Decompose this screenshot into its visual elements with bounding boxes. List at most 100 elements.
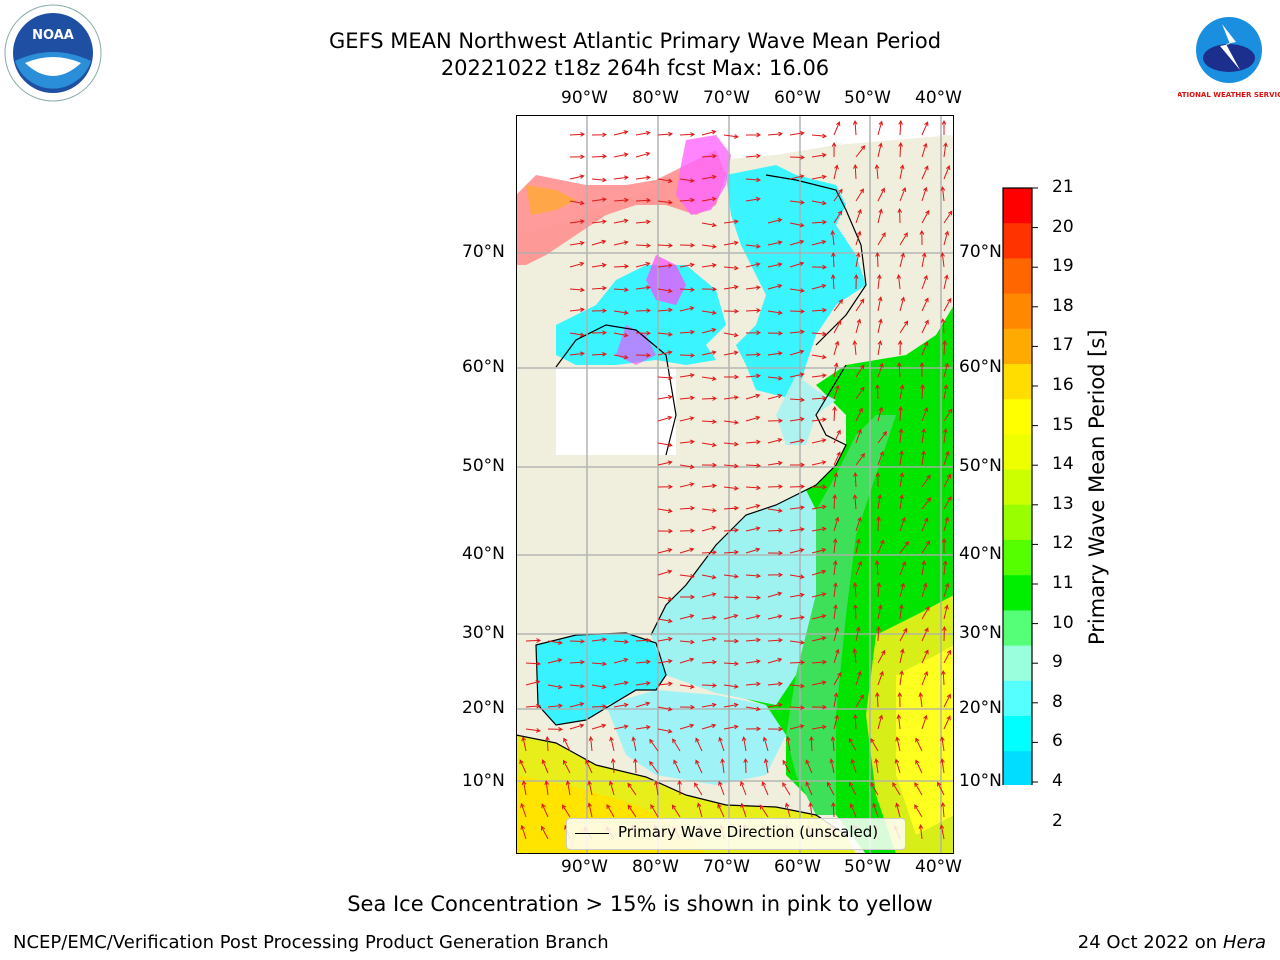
wave-arrow bbox=[853, 163, 858, 180]
wave-arrow bbox=[723, 527, 740, 533]
wave-arrow bbox=[855, 364, 865, 378]
wave-arrow bbox=[940, 252, 946, 268]
wave-arrow bbox=[745, 330, 762, 336]
wave-arrow bbox=[785, 736, 791, 752]
lat-tick-left: 10°N bbox=[462, 771, 505, 791]
wave-arrow bbox=[569, 307, 585, 313]
colorbar-band bbox=[1003, 540, 1032, 576]
wave-arrow bbox=[701, 702, 717, 708]
wave-arrow bbox=[943, 384, 949, 400]
wave-arrow bbox=[679, 197, 696, 203]
wave-arrow bbox=[789, 548, 805, 554]
wave-arrow bbox=[897, 691, 903, 708]
wave-arrow bbox=[767, 330, 784, 336]
wave-arrow bbox=[635, 681, 651, 686]
wave-arrow bbox=[649, 738, 659, 752]
chart-subtitle: 20221022 t18z 264h fcst Max: 16.06 bbox=[440, 56, 830, 80]
wave-arrow bbox=[613, 175, 629, 181]
wave-arrow bbox=[627, 804, 637, 818]
wave-arrow bbox=[591, 351, 608, 357]
wave-arrow bbox=[833, 451, 841, 466]
wave-arrow bbox=[701, 244, 717, 249]
wave-arrow bbox=[874, 758, 879, 774]
colorbar-band bbox=[1003, 504, 1032, 541]
wave-arrow bbox=[657, 706, 673, 712]
wave-arrow bbox=[701, 263, 717, 268]
wave-arrow bbox=[745, 526, 761, 532]
wave-arrow bbox=[877, 142, 883, 158]
footer-host: Hera bbox=[1222, 932, 1266, 953]
wave-arrow bbox=[855, 626, 861, 642]
wave-arrow bbox=[789, 683, 805, 689]
wave-arrow bbox=[915, 759, 923, 774]
wave-arrow bbox=[521, 780, 527, 796]
wave-arrow bbox=[547, 726, 564, 732]
wave-arrow bbox=[718, 780, 725, 796]
wave-arrow bbox=[833, 319, 842, 334]
lon-tick-bottom: 80°W bbox=[632, 857, 679, 877]
wave-arrow bbox=[943, 230, 950, 246]
wave-arrow bbox=[745, 485, 762, 491]
wave-arrow bbox=[943, 165, 951, 180]
wave-arrow bbox=[767, 637, 784, 643]
wave-arrow bbox=[789, 505, 805, 511]
wave-arrow bbox=[811, 504, 827, 510]
legend-line-swatch bbox=[575, 833, 609, 834]
wave-arrow bbox=[811, 152, 827, 158]
wave-arrow bbox=[585, 759, 593, 774]
wave-arrow bbox=[767, 460, 783, 466]
wave-arrow bbox=[811, 331, 828, 337]
lat-tick-right: 50°N bbox=[959, 456, 1002, 476]
wave-arrow bbox=[679, 262, 695, 268]
wave-arrow bbox=[525, 661, 542, 667]
wave-arrow bbox=[789, 372, 805, 378]
noaa-logo: NOAA bbox=[4, 4, 102, 102]
wave-arrow bbox=[767, 681, 783, 687]
wave-arrow bbox=[848, 737, 857, 752]
wave-arrow bbox=[679, 373, 695, 378]
wave-arrow bbox=[942, 339, 947, 356]
wave-arrow bbox=[789, 705, 806, 711]
wave-arrow bbox=[877, 494, 882, 510]
wave-arrow bbox=[855, 386, 865, 400]
wave-arrow bbox=[899, 187, 907, 202]
wave-arrow bbox=[547, 703, 563, 709]
wave-arrow bbox=[833, 210, 843, 224]
wave-arrow bbox=[789, 484, 806, 489]
colorbar-band bbox=[1003, 751, 1032, 785]
wave-arrow bbox=[943, 274, 949, 290]
wave-arrow bbox=[701, 419, 718, 425]
wave-arrow bbox=[701, 574, 717, 580]
wave-arrow bbox=[877, 318, 883, 334]
wave-arrow bbox=[921, 428, 926, 444]
colorbar-tick-label: 8 bbox=[1052, 691, 1063, 712]
wave-arrow bbox=[943, 473, 951, 488]
wave-arrow bbox=[849, 803, 857, 818]
colorbar-band bbox=[1003, 188, 1032, 224]
wave-arrow bbox=[830, 273, 836, 290]
wave-arrow bbox=[657, 569, 673, 576]
wave-arrow bbox=[701, 508, 717, 513]
wave-arrow bbox=[896, 714, 902, 730]
wave-arrow bbox=[679, 464, 695, 470]
lat-tick-left: 30°N bbox=[462, 623, 505, 643]
wave-arrow bbox=[723, 638, 740, 644]
wave-arrow bbox=[679, 416, 695, 422]
wave-arrow bbox=[899, 384, 905, 400]
wave-arrow bbox=[811, 704, 828, 710]
wave-arrow bbox=[789, 329, 805, 335]
wave-arrow bbox=[657, 484, 674, 490]
wave-arrow bbox=[811, 548, 827, 554]
wave-arrow bbox=[877, 208, 883, 224]
legend-label: Primary Wave Direction (unscaled) bbox=[618, 823, 879, 841]
noaa-logo-text: NOAA bbox=[32, 28, 74, 43]
wave-arrow bbox=[789, 527, 805, 532]
wave-arrow bbox=[877, 604, 883, 620]
wave-arrow bbox=[921, 274, 928, 290]
wave-arrow bbox=[569, 659, 586, 665]
colorbar-band bbox=[1003, 469, 1032, 506]
wave-arrow bbox=[679, 482, 695, 488]
lat-tick-left: 60°N bbox=[462, 357, 505, 377]
colorbar-tick-label: 6 bbox=[1052, 731, 1063, 752]
wave-arrow bbox=[767, 657, 783, 664]
